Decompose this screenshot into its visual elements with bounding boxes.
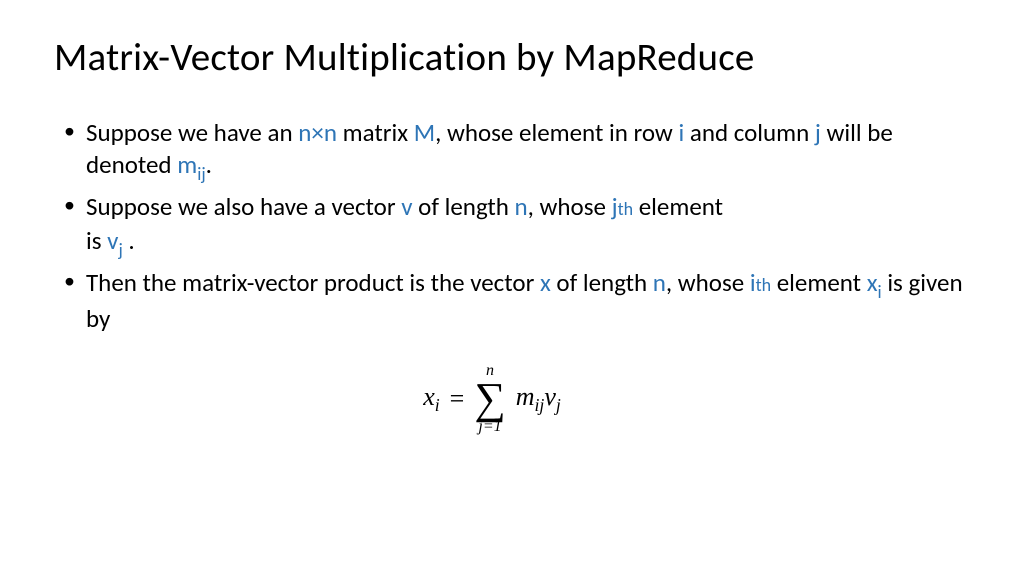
text: element (633, 191, 723, 222)
hl-n: n (298, 117, 311, 148)
hl-m: m (177, 149, 197, 180)
bullet-item-2: Suppose we also have a vector v of lengt… (64, 191, 970, 261)
hl-ij: ij (197, 163, 205, 185)
formula: xi = n ∑ j=1 mijvj (34, 363, 950, 435)
text: , whose element in row (435, 117, 678, 148)
hl-v2: v (107, 225, 118, 256)
hl-n2: n (324, 117, 337, 148)
lhs: xi (423, 382, 439, 416)
continuation: is vj . (86, 225, 970, 261)
text: is (86, 225, 107, 256)
bullet-item-3: Then the matrix-vector product is the ve… (64, 267, 970, 335)
summation: n ∑ j=1 (474, 363, 505, 435)
hl-j2: j (118, 239, 122, 261)
text: . (123, 225, 135, 256)
hl-v: v (401, 191, 412, 222)
text: element (771, 267, 867, 298)
hl-th: th (756, 274, 772, 296)
sub-j: j (556, 395, 561, 415)
hl-x: x (540, 267, 551, 298)
text: . (206, 149, 212, 180)
hl-th: th (618, 198, 634, 220)
sigma-icon: ∑ (474, 379, 505, 419)
bullet-list: Suppose we have an n×n matrix M, whose e… (54, 117, 970, 335)
text: , whose (666, 267, 750, 298)
hl-M: M (414, 117, 435, 148)
hl-i2: i (878, 281, 882, 303)
x: x (423, 382, 435, 411)
equals: = (450, 384, 465, 414)
text: of length (413, 191, 515, 222)
text: matrix (337, 117, 414, 148)
equation: xi = n ∑ j=1 mijvj (423, 363, 561, 435)
hl-n: n (653, 267, 666, 298)
text: Suppose we also have a vector (86, 191, 401, 222)
hl-times: × (311, 117, 323, 148)
text: of length (551, 267, 653, 298)
hl-x2: x (867, 267, 878, 298)
sum-lower: j=1 (478, 419, 501, 435)
text: and column (684, 117, 815, 148)
m: m (516, 382, 535, 411)
rhs: mijvj (516, 382, 561, 416)
slide-body: Matrix-Vector Multiplication by MapReduc… (0, 0, 1024, 435)
sub-i: i (435, 395, 440, 415)
v: v (544, 382, 556, 411)
hl-n: n (515, 191, 528, 222)
slide-title: Matrix-Vector Multiplication by MapReduc… (54, 34, 970, 81)
text: , whose (528, 191, 612, 222)
text: Then the matrix-vector product is the ve… (86, 267, 540, 298)
text: Suppose we have an (86, 117, 298, 148)
bullet-item-1: Suppose we have an n×n matrix M, whose e… (64, 117, 970, 185)
sub-ij: ij (535, 395, 545, 415)
